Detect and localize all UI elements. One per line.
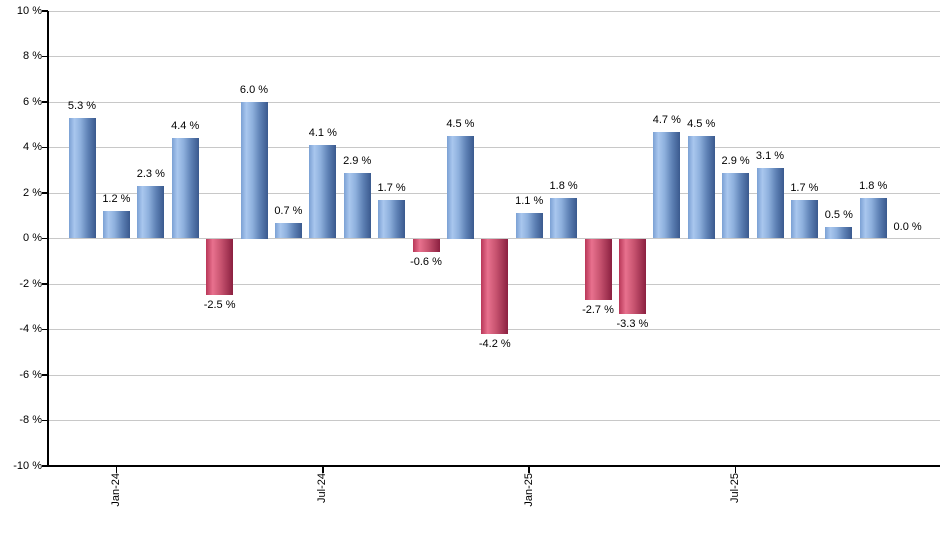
bar-value-label: 4.4 % <box>171 120 200 133</box>
bar-value-label: 1.8 % <box>859 179 888 192</box>
y-gridline <box>48 56 940 57</box>
bar-value-label: 0.0 % <box>893 220 922 233</box>
bar-value-label: 2.9 % <box>721 154 750 167</box>
bar-positive <box>102 211 130 239</box>
bar-positive <box>171 138 199 239</box>
bar-positive <box>309 145 337 239</box>
bar-positive <box>343 172 371 239</box>
bar-value-label: 0.5 % <box>824 209 853 222</box>
bar-positive <box>240 102 268 239</box>
bar-value-label: 3.1 % <box>755 149 785 162</box>
x-axis-tick-label: Jul-25 <box>729 473 742 503</box>
y-axis-tick-label: 0 % <box>23 232 42 244</box>
bar-positive <box>825 227 853 239</box>
y-axis-tick <box>42 328 48 331</box>
y-axis-line <box>47 11 49 466</box>
x-axis-tick <box>115 467 118 473</box>
x-axis-tick-label: Jul-24 <box>316 473 329 503</box>
y-axis-tick <box>42 419 48 422</box>
y-axis-tick <box>42 146 48 149</box>
y-axis-tick-label: -2 % <box>19 277 42 290</box>
bar-positive <box>274 222 302 239</box>
y-axis-tick-label: 2 % <box>23 186 42 199</box>
bar-value-label: -4.2 % <box>478 338 511 351</box>
bar-positive <box>68 117 96 239</box>
bar-positive <box>687 136 715 239</box>
x-axis-line <box>47 465 940 467</box>
bar-value-label: 4.7 % <box>652 113 681 126</box>
y-axis-tick <box>42 465 48 467</box>
y-axis-tick-label: -8 % <box>19 414 42 426</box>
bar-positive <box>515 213 543 239</box>
bar-value-label: 4.1 % <box>308 127 337 140</box>
y-axis-tick <box>42 283 48 285</box>
y-axis-tick <box>42 55 48 58</box>
y-axis-tick-label: -6 % <box>19 368 42 381</box>
bar-value-label: 1.2 % <box>102 193 131 206</box>
bar-negative <box>618 238 646 314</box>
y-axis-tick-label: 6 % <box>23 95 42 108</box>
bar-value-label: 2.3 % <box>136 168 165 181</box>
bar-positive <box>756 167 784 239</box>
bar-negative <box>412 238 440 253</box>
x-axis-tick-label: Jan-24 <box>109 473 122 507</box>
bar-value-label: -2.7 % <box>582 303 614 316</box>
bar-positive <box>446 136 474 239</box>
y-axis-tick <box>42 10 48 12</box>
bar-value-label: 6.0 % <box>239 84 269 96</box>
bar-value-label: -0.6 % <box>410 256 442 269</box>
bar-negative <box>481 238 509 335</box>
bar-value-label: 1.7 % <box>790 181 819 194</box>
bar-value-label: -2.5 % <box>203 299 236 312</box>
bar-value-label: 1.1 % <box>515 195 544 208</box>
bar-positive <box>859 197 887 239</box>
bar-value-label: 4.5 % <box>446 118 475 131</box>
y-axis-tick <box>42 237 48 240</box>
bar-value-label: 5.3 % <box>67 99 97 112</box>
x-axis-tick-label: Jan-25 <box>522 473 535 507</box>
bar-negative <box>584 238 612 300</box>
y-gridline <box>48 374 940 376</box>
y-gridline <box>48 147 940 148</box>
x-axis-tick <box>322 467 324 473</box>
y-axis-tick <box>42 192 48 194</box>
y-gridline <box>48 192 940 194</box>
y-axis-tick-label: 4 % <box>23 141 42 153</box>
y-gridline <box>48 420 940 421</box>
bar-positive <box>378 199 406 239</box>
bar-positive <box>653 131 681 239</box>
x-axis-tick <box>734 467 737 473</box>
y-axis-tick-label: -4 % <box>19 323 42 335</box>
bar-value-label: -3.3 % <box>616 317 649 330</box>
y-axis-tick-label: 10 % <box>16 4 42 17</box>
x-axis-tick <box>528 467 530 473</box>
y-axis-tick <box>42 374 48 376</box>
bar-value-label: 0.7 % <box>274 204 303 217</box>
y-gridline <box>48 101 940 103</box>
bar-positive <box>137 186 165 239</box>
y-gridline <box>48 10 940 12</box>
y-axis-tick-label: -10 % <box>13 459 42 472</box>
bar-value-label: 1.7 % <box>377 181 406 194</box>
y-axis-tick-label: 8 % <box>23 50 42 62</box>
bar-value-label: 4.5 % <box>687 118 716 131</box>
bar-negative <box>206 238 234 296</box>
y-axis-tick <box>42 101 48 103</box>
bar-positive <box>722 172 750 239</box>
bar-value-label: 2.9 % <box>343 154 372 167</box>
bar-positive <box>790 199 818 239</box>
bar-value-label: 1.8 % <box>549 179 578 192</box>
bar-positive <box>550 197 578 239</box>
